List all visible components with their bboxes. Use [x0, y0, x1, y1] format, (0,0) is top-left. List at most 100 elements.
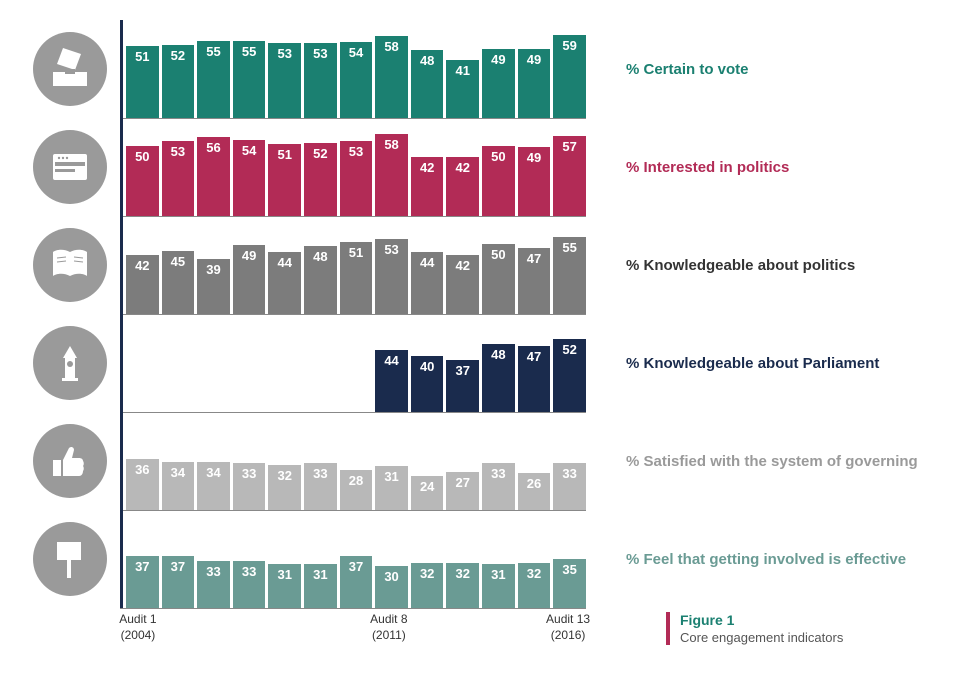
- bar: 32: [268, 465, 301, 510]
- bars-cell: 444037484752: [120, 314, 586, 413]
- x-axis: Audit 1(2004) Audit 8(2011) Audit 13(2016)…: [20, 612, 956, 652]
- bar: 40: [411, 356, 444, 412]
- bar: 50: [482, 146, 515, 216]
- bar: 53: [340, 141, 373, 215]
- bar: 33: [233, 463, 266, 509]
- chart-row: 51525555535354584841494959% Certain to v…: [20, 20, 956, 118]
- bar: 48: [482, 344, 515, 411]
- bar: 41: [446, 60, 479, 117]
- bar: 44: [375, 350, 408, 412]
- thumb-icon-cell: [20, 424, 120, 498]
- book-icon-cell: [20, 228, 120, 302]
- series-label: % Knowledgeable about politics: [586, 257, 956, 274]
- bar: 36: [126, 459, 159, 509]
- engagement-chart: 51525555535354584841494959% Certain to v…: [20, 20, 956, 652]
- bar: 44: [268, 252, 301, 314]
- bar: 42: [126, 255, 159, 314]
- bar: 33: [233, 561, 266, 607]
- bar: 37: [446, 360, 479, 412]
- bar: 49: [518, 147, 551, 216]
- bar: 47: [518, 248, 551, 314]
- series-label: % Interested in politics: [586, 159, 956, 176]
- bar: 53: [268, 43, 301, 117]
- bar: 32: [518, 563, 551, 608]
- bar: 39: [197, 259, 230, 314]
- bar: 52: [304, 143, 337, 216]
- axis-label: Audit 8(2011): [359, 612, 419, 643]
- bar: 55: [553, 237, 586, 314]
- bars-cell: 36343433323328312427332633: [120, 412, 586, 511]
- axis-label: Audit 13(2016): [538, 612, 598, 643]
- bar: 48: [304, 246, 337, 313]
- bar: 48: [411, 50, 444, 117]
- thumb-icon: [33, 424, 107, 498]
- bar: 33: [553, 463, 586, 509]
- bar: 53: [162, 141, 195, 215]
- bars-cell: 42453949444851534442504755: [120, 216, 586, 315]
- bars-cell: 37373333313137303232313235: [120, 510, 586, 609]
- bar: 28: [340, 470, 373, 509]
- chart-row: 42453949444851534442504755% Knowledgeabl…: [20, 216, 956, 314]
- bar: 35: [553, 559, 586, 608]
- bar: 30: [375, 566, 408, 608]
- bar: 37: [162, 556, 195, 608]
- bar: 53: [304, 43, 337, 117]
- tower-icon: [33, 326, 107, 400]
- bar: 49: [482, 49, 515, 118]
- bar: 55: [197, 41, 230, 118]
- bar: 52: [553, 339, 586, 412]
- figure-caption: Figure 1 Core engagement indicators: [586, 612, 956, 652]
- series-label: % Feel that getting involved is effectiv…: [586, 551, 956, 568]
- bar: 53: [375, 239, 408, 313]
- bar: 32: [446, 563, 479, 608]
- bar: 47: [518, 346, 551, 412]
- figure-title: Figure 1: [680, 612, 956, 628]
- bar: 37: [340, 556, 373, 608]
- bars-cell: 51525555535354584841494959: [120, 20, 586, 119]
- chart-row: 50535654515253584242504957% Interested i…: [20, 118, 956, 216]
- bar: 54: [340, 42, 373, 118]
- bar: 51: [340, 242, 373, 313]
- bar: 34: [197, 462, 230, 510]
- book-icon: [33, 228, 107, 302]
- bar: 42: [446, 255, 479, 314]
- bar: 57: [553, 136, 586, 216]
- bar: 26: [518, 473, 551, 509]
- bar: 58: [375, 134, 408, 215]
- bar: 33: [197, 561, 230, 607]
- bar: 54: [233, 140, 266, 216]
- bar: 37: [126, 556, 159, 608]
- bar: 31: [482, 564, 515, 607]
- sign-icon-cell: [20, 522, 120, 596]
- bar: 33: [482, 463, 515, 509]
- bar: 24: [411, 476, 444, 510]
- bar: 31: [268, 564, 301, 607]
- bar: 50: [126, 146, 159, 216]
- bar: 52: [162, 45, 195, 118]
- browser-icon: [33, 130, 107, 204]
- bar: 31: [304, 564, 337, 607]
- chart-row: 444037484752% Knowledgeable about Parlia…: [20, 314, 956, 412]
- bar: 49: [518, 49, 551, 118]
- sign-icon: [33, 522, 107, 596]
- bars-cell: 50535654515253584242504957: [120, 118, 586, 217]
- chart-row: 37373333313137303232313235% Feel that ge…: [20, 510, 956, 608]
- series-label: % Certain to vote: [586, 61, 956, 78]
- bar: 55: [233, 41, 266, 118]
- bar: 56: [197, 137, 230, 215]
- axis-label: Audit 1(2004): [108, 612, 168, 643]
- bar: 32: [411, 563, 444, 608]
- bar: 58: [375, 36, 408, 117]
- figure-subtitle: Core engagement indicators: [680, 630, 956, 645]
- bar: 50: [482, 244, 515, 314]
- bar: 51: [268, 144, 301, 215]
- bar: 45: [162, 251, 195, 314]
- ballot-icon-cell: [20, 32, 120, 106]
- bar: 44: [411, 252, 444, 314]
- bar: 51: [126, 46, 159, 117]
- series-label: % Satisfied with the system of governing: [586, 453, 956, 470]
- bar: 31: [375, 466, 408, 509]
- chart-row: 36343433323328312427332633% Satisfied wi…: [20, 412, 956, 510]
- tower-icon-cell: [20, 326, 120, 400]
- bar: 59: [553, 35, 586, 118]
